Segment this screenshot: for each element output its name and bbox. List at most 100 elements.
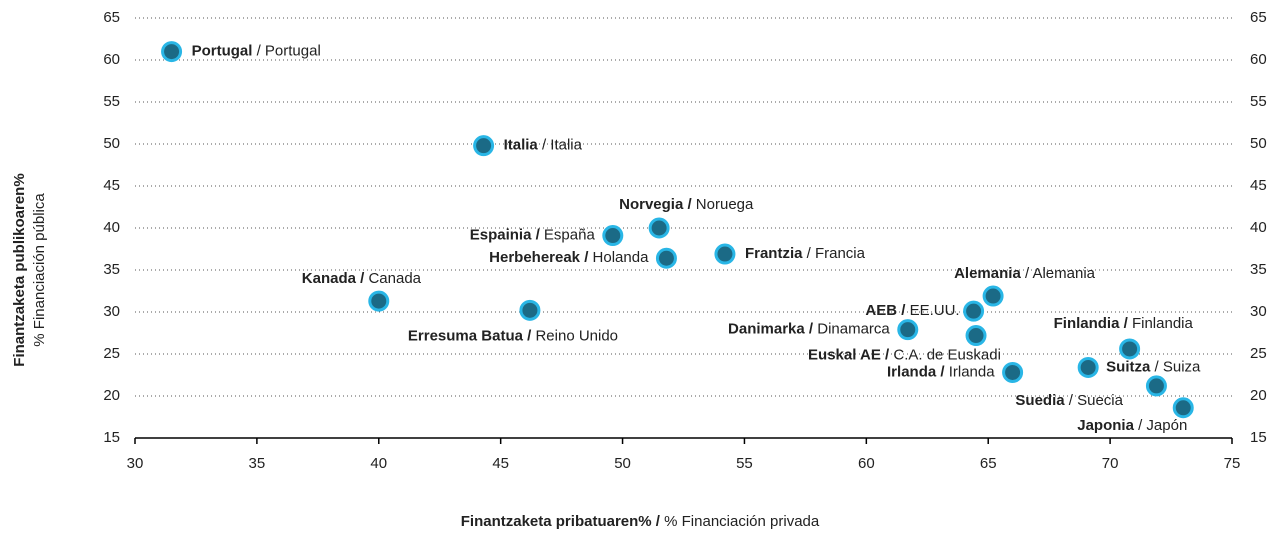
y-tick-label: 50	[103, 135, 120, 152]
point-label: Suitza / Suiza	[1106, 358, 1201, 375]
point-label-regular: / Suecia	[1065, 392, 1124, 409]
point-label-bold: Norvegia /	[619, 196, 692, 213]
x-tick-label: 60	[858, 455, 875, 472]
point	[1002, 361, 1024, 383]
point	[161, 41, 183, 63]
point-label-regular: EE.UU.	[905, 302, 959, 319]
x-axis-label: Finantzaketa pribatuaren% / % Financiaci…	[461, 513, 820, 530]
x-tick-label: 45	[492, 455, 509, 472]
point	[1077, 356, 1099, 378]
point-label: Italia / Italia	[504, 137, 583, 154]
point	[368, 290, 390, 312]
point-label: Herbehereak / Holanda	[489, 249, 649, 266]
y2-tick-label: 20	[1250, 387, 1267, 404]
y-tick-label: 40	[103, 219, 120, 236]
y2-tick-label: 30	[1250, 303, 1267, 320]
point	[1145, 375, 1167, 397]
point	[519, 299, 541, 321]
y-tick-label: 30	[103, 303, 120, 320]
x-tick-label: 40	[370, 455, 387, 472]
point-label: Finlandia / Finlandia	[1054, 315, 1194, 332]
x-axis-label-regular: % Financiación privada	[660, 513, 820, 530]
point-label: Suedia / Suecia	[1015, 392, 1123, 409]
point-label-regular: Reino Unido	[531, 327, 618, 344]
point-label: Japonia / Japón	[1077, 417, 1187, 434]
point-label: Kanada / Canada	[302, 270, 422, 287]
point-label: Norvegia / Noruega	[619, 196, 754, 213]
point-label: Erresuma Batua / Reino Unido	[408, 327, 618, 344]
y-tick-label: 45	[103, 177, 120, 194]
point	[1119, 338, 1141, 360]
point	[965, 325, 987, 347]
point-label-bold: AEB /	[865, 302, 906, 319]
y2-tick-label: 55	[1250, 93, 1267, 110]
point	[714, 243, 736, 265]
y2-tick-label: 45	[1250, 177, 1267, 194]
point	[897, 319, 919, 341]
x-tick-label: 50	[614, 455, 631, 472]
point	[473, 135, 495, 157]
x-axis-label-bold: Finantzaketa pribatuaren% /	[461, 513, 661, 530]
point-label-bold: Erresuma Batua /	[408, 327, 532, 344]
point-label: Alemania / Alemania	[954, 265, 1096, 282]
point-label: Euskal AE / C.A. de Euskadi	[808, 346, 1001, 363]
point-label-regular: Finlandia	[1128, 315, 1194, 332]
x-tick-label: 30	[127, 455, 144, 472]
x-tick-label: 55	[736, 455, 753, 472]
point-label: AEB / EE.UU.	[865, 302, 959, 319]
y2-tick-label: 40	[1250, 219, 1267, 236]
point-label-regular: / Japón	[1134, 417, 1187, 434]
point-label-regular: / Francia	[802, 245, 865, 262]
point-label-regular: Dinamarca	[813, 321, 890, 338]
x-tick-label: 65	[980, 455, 997, 472]
point	[1172, 397, 1194, 419]
point-label-regular: España	[540, 227, 596, 244]
y2-tick-label: 15	[1250, 429, 1267, 446]
x-tick-label: 70	[1102, 455, 1119, 472]
point-label-regular: Holanda	[588, 249, 649, 266]
point-label-bold: Herbehereak /	[489, 249, 589, 266]
point-label-regular: Canada	[364, 270, 421, 287]
y-tick-label: 60	[103, 51, 120, 68]
y-axis-label-bold: Finantzaketa publikoaren%	[11, 173, 28, 366]
point-label: Frantzia / Francia	[745, 245, 866, 262]
point-label-bold: Irlanda /	[887, 363, 945, 380]
point	[655, 247, 677, 269]
point-label: Espainia / España	[470, 227, 596, 244]
point-label-regular: / Portugal	[252, 43, 320, 60]
point-label-bold: Kanada /	[302, 270, 365, 287]
y2-tick-label: 60	[1250, 51, 1267, 68]
y-tick-label: 25	[103, 345, 120, 362]
point-label: Irlanda / Irlanda	[887, 363, 995, 380]
y2-tick-label: 50	[1250, 135, 1267, 152]
point-label-bold: Suedia	[1015, 392, 1065, 409]
y-tick-label: 55	[103, 93, 120, 110]
y-axis-label-regular: % Financiación pública	[31, 193, 48, 347]
point	[648, 217, 670, 239]
point-label-bold: Frantzia	[745, 245, 803, 262]
point-label-bold: Alemania	[954, 265, 1021, 282]
point-label-regular: Irlanda	[945, 363, 996, 380]
y2-tick-label: 35	[1250, 261, 1267, 278]
point	[982, 285, 1004, 307]
point-label-bold: Japonia	[1077, 417, 1134, 434]
y2-tick-label: 25	[1250, 345, 1267, 362]
point-label-regular: Noruega	[692, 196, 754, 213]
point-label-regular: C.A. de Euskadi	[889, 346, 1001, 363]
point-label-bold: Finlandia /	[1054, 315, 1129, 332]
point	[602, 225, 624, 247]
point-label-bold: Espainia /	[470, 227, 541, 244]
point-label-bold: Danimarka /	[728, 321, 814, 338]
point-label-regular: / Suiza	[1150, 358, 1201, 375]
x-tick-label: 35	[249, 455, 266, 472]
y-tick-label: 20	[103, 387, 120, 404]
point-label-regular: / Alemania	[1021, 265, 1096, 282]
point-label-regular: / Italia	[538, 137, 583, 154]
y-tick-label: 35	[103, 261, 120, 278]
point-label: Danimarka / Dinamarca	[728, 321, 890, 338]
point-label-bold: Suitza	[1106, 358, 1151, 375]
y2-tick-label: 65	[1250, 9, 1267, 26]
point	[963, 300, 985, 322]
x-tick-label: 75	[1224, 455, 1241, 472]
